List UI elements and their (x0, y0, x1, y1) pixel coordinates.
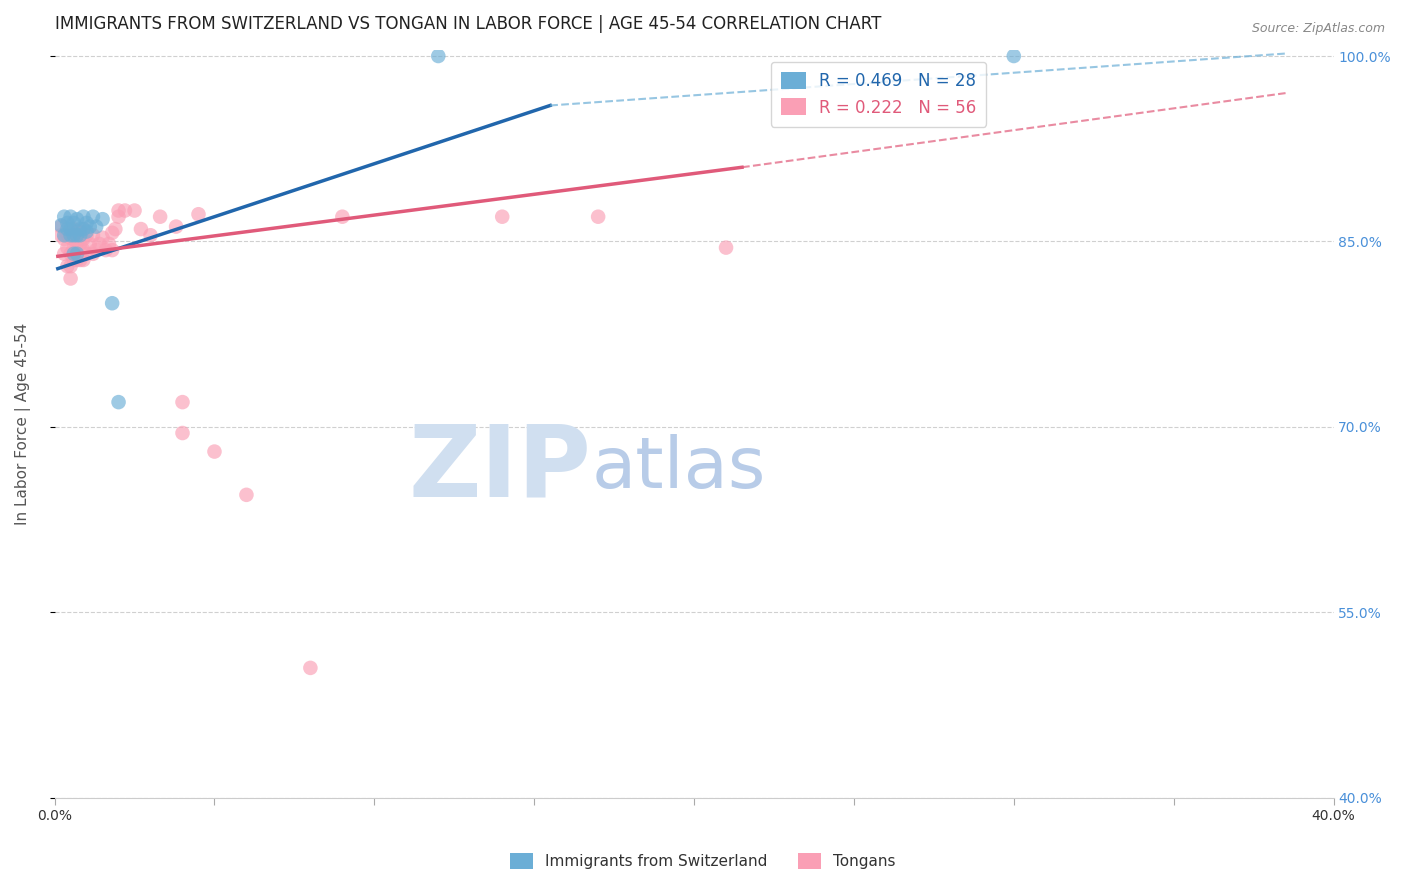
Point (204, 444, 226, 458)
Point (84, 243, 107, 257)
Point (66, 247, 89, 261)
Point (427, 49, 450, 63)
Point (79, 236, 101, 251)
Point (66, 228, 89, 243)
Point (62, 216, 84, 230)
Point (62, 252, 84, 267)
Point (76, 228, 98, 243)
Point (107, 395, 129, 409)
Point (56, 241, 79, 255)
Point (59, 210, 82, 224)
Point (69, 252, 91, 267)
Point (129, 222, 152, 236)
Point (586, 210, 609, 224)
Point (62, 232, 84, 246)
Point (82, 210, 104, 224)
Point (66, 225, 89, 239)
Point (62, 247, 84, 261)
Point (72, 232, 94, 246)
Point (62, 228, 84, 243)
Point (59, 228, 82, 243)
Point (66, 236, 89, 251)
Point (82, 247, 104, 261)
Point (84, 219, 107, 234)
Point (79, 219, 101, 234)
Point (172, 395, 194, 409)
Point (49, 219, 72, 234)
Point (62, 241, 84, 255)
Point (59, 222, 82, 236)
Point (82, 228, 104, 243)
Point (76, 225, 98, 239)
Text: IMMIGRANTS FROM SWITZERLAND VS TONGAN IN LABOR FORCE | AGE 45-54 CORRELATION CHA: IMMIGRANTS FROM SWITZERLAND VS TONGAN IN… (55, 15, 882, 33)
Point (69, 222, 91, 236)
Point (53, 210, 76, 224)
Point (1002, 49, 1025, 63)
Point (56, 259, 79, 273)
Point (714, 241, 737, 255)
Point (59, 247, 82, 261)
Point (172, 425, 194, 440)
Point (66, 252, 89, 267)
Point (107, 210, 129, 224)
Point (59, 231, 82, 245)
Point (101, 243, 124, 257)
Text: atlas: atlas (592, 434, 766, 503)
Point (69, 228, 91, 243)
Point (89, 236, 111, 251)
Legend: Immigrants from Switzerland, Tongans: Immigrants from Switzerland, Tongans (503, 847, 903, 875)
Point (62, 222, 84, 236)
Point (59, 259, 82, 273)
Point (165, 219, 187, 234)
Point (235, 488, 257, 502)
Point (91, 212, 114, 227)
Point (299, 661, 322, 675)
Text: ZIP: ZIP (409, 420, 592, 517)
Point (491, 210, 513, 224)
Point (76, 216, 98, 230)
Text: Source: ZipAtlas.com: Source: ZipAtlas.com (1251, 22, 1385, 36)
Point (59, 271, 82, 285)
Point (53, 228, 76, 243)
Point (149, 210, 172, 224)
Point (69, 225, 91, 239)
Point (76, 247, 98, 261)
Point (69, 236, 91, 251)
Point (56, 216, 79, 230)
Legend: R = 0.469   N = 28, R = 0.222   N = 56: R = 0.469 N = 28, R = 0.222 N = 56 (770, 62, 986, 127)
Point (104, 222, 127, 236)
Point (114, 203, 136, 218)
Point (49, 219, 72, 233)
Point (72, 222, 94, 236)
Point (72, 210, 94, 224)
Point (332, 210, 354, 224)
Point (101, 296, 124, 310)
Point (53, 247, 76, 261)
Point (53, 232, 76, 246)
Point (139, 228, 162, 243)
Point (49, 228, 72, 243)
Point (72, 222, 94, 236)
Point (187, 207, 209, 221)
Point (56, 222, 79, 236)
Point (72, 243, 94, 257)
Point (72, 252, 94, 267)
Point (107, 203, 129, 218)
Point (97, 236, 120, 251)
Point (124, 203, 146, 218)
Y-axis label: In Labor Force | Age 45-54: In Labor Force | Age 45-54 (15, 323, 31, 524)
Point (101, 226, 124, 240)
Point (94, 243, 117, 257)
Point (91, 231, 114, 245)
Point (66, 212, 89, 227)
Point (56, 228, 79, 243)
